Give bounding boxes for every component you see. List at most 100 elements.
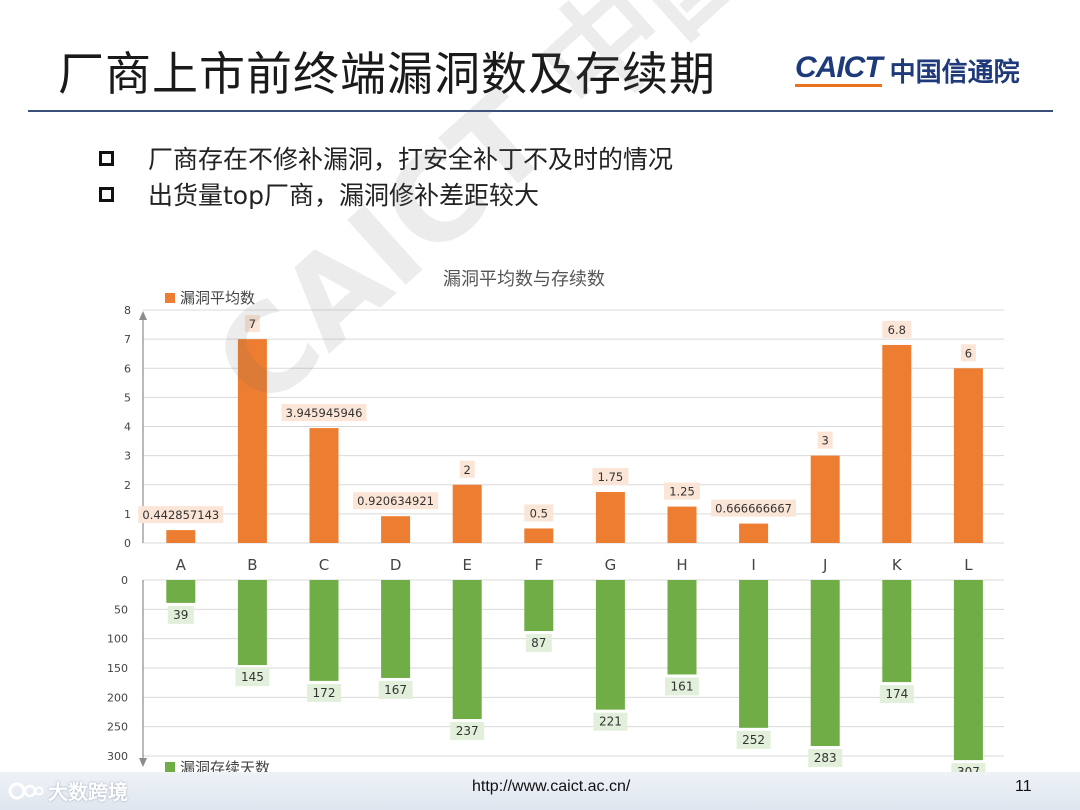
data-label: 39 xyxy=(173,608,188,622)
y-tick-label: 200 xyxy=(107,691,128,704)
data-label: 87 xyxy=(531,636,546,650)
data-label-bg xyxy=(138,506,224,524)
data-label: 221 xyxy=(599,715,622,729)
footer-bar xyxy=(0,772,1080,810)
data-label-bg xyxy=(593,712,628,731)
data-label-bg xyxy=(817,431,833,449)
bar-green xyxy=(595,580,625,710)
x-tick-label: H xyxy=(676,556,687,574)
footer-url-link[interactable]: http://www.caict.ac.cn/ xyxy=(472,778,631,795)
bar-orange xyxy=(452,484,482,543)
data-label-bg xyxy=(960,344,976,362)
slide-title: 厂商上市前终端漏洞数及存续期 xyxy=(58,47,716,101)
y-tick-label: 4 xyxy=(124,421,131,434)
data-label-bg xyxy=(378,680,413,699)
bar-orange xyxy=(882,344,912,543)
bar-orange xyxy=(595,492,625,543)
y-tick-label: 6 xyxy=(124,362,131,375)
x-tick-label: G xyxy=(605,556,617,574)
data-label: 145 xyxy=(241,670,264,684)
data-label: 1.25 xyxy=(669,485,695,499)
bar-orange xyxy=(953,368,983,543)
y-tick-label: 0 xyxy=(121,574,128,587)
data-label-bg xyxy=(879,685,914,704)
data-label: 283 xyxy=(814,751,837,765)
data-label: 3.945945946 xyxy=(286,406,363,420)
bar-green xyxy=(524,580,554,632)
data-label: 172 xyxy=(313,686,336,700)
data-label: 6 xyxy=(965,346,972,360)
bar-green xyxy=(882,580,912,683)
bar-orange xyxy=(667,506,697,543)
data-label-bg xyxy=(244,315,260,333)
bullet-text: 厂商存在不修补漏洞，打安全补丁不及时的情况 xyxy=(148,145,674,174)
data-label-bg xyxy=(736,730,771,749)
data-label: 0.666666667 xyxy=(715,502,792,516)
x-tick-label: J xyxy=(822,556,827,574)
bullet-list: 厂商存在不修补漏洞，打安全补丁不及时的情况 出货量top厂商，漏洞修补差距较大 xyxy=(95,140,673,212)
source-logo: 大数跨境 xyxy=(8,776,128,805)
axis-arrow-down-icon xyxy=(139,758,147,767)
bar-green xyxy=(452,580,482,720)
data-label-bg xyxy=(167,605,194,624)
source-logo-icon xyxy=(8,782,44,799)
y-tick-label: 300 xyxy=(107,750,128,763)
data-label-bg xyxy=(592,468,629,486)
bar-orange xyxy=(237,339,267,543)
bar-orange xyxy=(381,516,411,543)
data-label: 0.442857143 xyxy=(142,508,219,522)
data-label: 237 xyxy=(456,724,479,738)
y-tick-label: 7 xyxy=(124,333,131,346)
data-label-bg xyxy=(459,460,475,478)
bar-orange xyxy=(524,528,554,543)
data-label-bg xyxy=(281,404,367,422)
bar-green xyxy=(309,580,339,681)
bar-orange xyxy=(810,455,840,543)
data-label-bg xyxy=(524,504,554,522)
x-tick-label: C xyxy=(319,556,329,574)
legend-label: 漏洞平均数 xyxy=(180,289,255,307)
logo-english: CAICT xyxy=(795,53,883,87)
bar-orange xyxy=(166,530,196,543)
source-label: 大数跨境 xyxy=(48,780,128,804)
data-label: 3 xyxy=(822,434,829,448)
bar-green xyxy=(953,580,983,761)
data-label: 2 xyxy=(464,463,471,477)
page-number: 11 xyxy=(1015,778,1032,795)
legend-swatch xyxy=(165,762,175,772)
title-divider xyxy=(28,110,1053,112)
bar-orange xyxy=(739,523,769,543)
bullet-item: 出货量top厂商，漏洞修补差距较大 xyxy=(95,176,673,212)
y-tick-label: 250 xyxy=(107,721,128,734)
data-label-bg xyxy=(664,482,700,500)
y-tick-label: 2 xyxy=(124,479,131,492)
axis-arrow-up-icon xyxy=(139,311,147,320)
bullet-item: 厂商存在不修补漏洞，打安全补丁不及时的情况 xyxy=(95,140,673,176)
bar-green xyxy=(237,580,267,666)
x-tick-label: B xyxy=(247,556,257,574)
data-label: 252 xyxy=(742,733,765,747)
data-label-bg xyxy=(353,492,439,510)
data-label: 0.5 xyxy=(530,506,548,520)
y-tick-label: 5 xyxy=(124,391,131,404)
x-tick-label: K xyxy=(892,556,903,574)
bar-green xyxy=(739,580,769,728)
chart-title: 漏洞平均数与存续数 xyxy=(443,269,605,290)
data-label-bg xyxy=(235,668,270,687)
x-tick-label: E xyxy=(462,556,471,574)
y-tick-label: 100 xyxy=(107,633,128,646)
data-label-bg xyxy=(665,677,699,696)
x-tick-label: A xyxy=(176,556,187,574)
bar-green xyxy=(667,580,697,675)
data-label-bg xyxy=(808,749,843,768)
data-label: 6.8 xyxy=(888,323,906,337)
checkbox-bullet-icon xyxy=(99,186,114,202)
data-label-bg xyxy=(711,499,797,517)
data-label: 167 xyxy=(384,683,407,697)
y-tick-label: 50 xyxy=(114,603,128,616)
caict-logo: CAICT 中国信通院 xyxy=(795,50,1020,90)
data-label: 1.75 xyxy=(598,470,624,484)
data-label: 161 xyxy=(671,679,694,693)
x-tick-label: I xyxy=(751,556,755,574)
